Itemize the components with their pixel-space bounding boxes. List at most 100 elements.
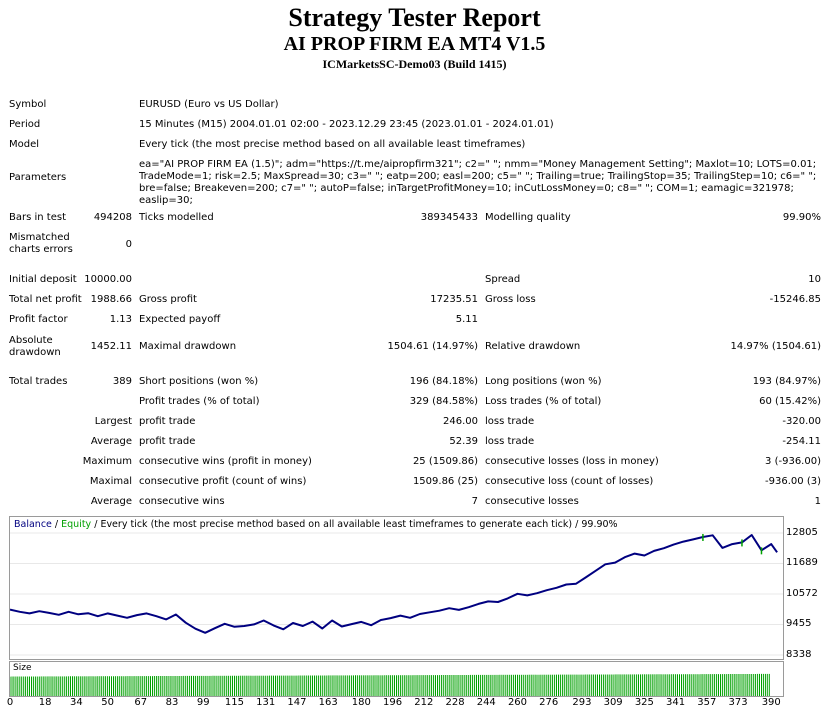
x-tick-label: 99 xyxy=(196,697,210,708)
symbol-label: Symbol xyxy=(9,99,47,110)
profit-trades-value: 329 (84.58%) xyxy=(409,396,478,407)
loss-trades-value: 60 (15.42%) xyxy=(759,396,821,407)
model-label: Model xyxy=(9,139,40,150)
long-positions-value: 193 (84.97%) xyxy=(752,376,821,387)
largest-profit-label: profit trade xyxy=(139,416,196,427)
total-trades-value: 389 xyxy=(112,376,132,387)
initial-deposit-label: Initial deposit xyxy=(9,274,77,285)
maximal-consecutive-profit-value: 1509.86 (25) xyxy=(412,476,478,487)
avg-consecutive-losses-label: consecutive losses xyxy=(485,496,579,507)
expected-payoff-value: 5.11 xyxy=(455,314,478,325)
report-title: Strategy Tester Report xyxy=(288,3,541,32)
x-tick-label: 244 xyxy=(476,697,496,708)
legend-balance: Balance xyxy=(14,519,52,530)
bars-value: 494208 xyxy=(93,212,132,223)
total-trades-label: Total trades xyxy=(9,376,68,387)
gross-profit-label: Gross profit xyxy=(139,294,197,305)
x-tick-label: 18 xyxy=(38,697,52,708)
ticks-value: 389345433 xyxy=(420,212,478,223)
ticks-label: Ticks modelled xyxy=(139,212,214,223)
maximum-label: Maximum xyxy=(82,456,132,467)
size-label: Size xyxy=(13,663,32,673)
x-tick-label: 260 xyxy=(507,697,528,708)
average-loss-label: loss trade xyxy=(485,436,535,447)
parameters-label: Parameters xyxy=(9,172,67,183)
maximal-consecutive-loss-value: -936.00 (3) xyxy=(765,476,821,487)
avg-consecutive-losses-value: 1 xyxy=(814,496,821,507)
net-profit-value: 1988.66 xyxy=(90,294,132,305)
period-label: Period xyxy=(9,119,41,130)
x-tick-label: 0 xyxy=(6,697,14,708)
x-tick-label: 196 xyxy=(383,697,403,708)
y-tick-label: 8338 xyxy=(786,649,812,660)
x-tick-label: 390 xyxy=(761,697,781,708)
period-value: 15 Minutes (M15) 2004.01.01 02:00 - 2023… xyxy=(139,119,554,130)
x-tick-label: 293 xyxy=(572,697,592,708)
relative-drawdown-label: Relative drawdown xyxy=(485,341,581,352)
chart-title: Balance / Equity / Every tick (the most … xyxy=(14,519,618,530)
gross-profit-value: 17235.51 xyxy=(430,294,478,305)
mismatched-label: Mismatched charts errors xyxy=(9,232,73,255)
balance-chart: Balance / Equity / Every tick (the most … xyxy=(9,516,784,660)
short-positions-value: 196 (84.18%) xyxy=(409,376,478,387)
chart-method: Every tick (the most precise method base… xyxy=(100,519,573,530)
x-tick-label: 34 xyxy=(69,697,83,708)
maximal-label: Maximal xyxy=(89,476,132,487)
avg-consecutive-wins-value: 7 xyxy=(471,496,478,507)
max-consecutive-losses-label: consecutive losses (loss in money) xyxy=(485,456,659,467)
x-tick-label: 180 xyxy=(351,697,371,708)
x-tick-label: 341 xyxy=(666,697,686,708)
max-consecutive-wins-value: 25 (1509.86) xyxy=(412,456,478,467)
x-tick-label: 83 xyxy=(165,697,179,708)
symbol-value: EURUSD (Euro vs US Dollar) xyxy=(139,99,279,110)
balance-series-line xyxy=(10,534,778,634)
profit-trades-label: Profit trades (% of total) xyxy=(139,396,260,407)
x-tick-label: 276 xyxy=(539,697,559,708)
avg-consecutive-wins-label: consecutive wins xyxy=(139,496,225,507)
maximal-consecutive-loss-label: consecutive loss (count of losses) xyxy=(485,476,654,487)
avg-consecutive-label: Average xyxy=(90,496,132,507)
ea-name: AI PROP FIRM EA MT4 V1.5 xyxy=(283,33,546,55)
largest-loss-value: -320.00 xyxy=(782,416,821,427)
spread-label: Spread xyxy=(485,274,521,285)
largest-label: Largest xyxy=(94,416,132,427)
x-tick-label: 325 xyxy=(634,697,654,708)
profit-factor-label: Profit factor xyxy=(9,314,68,325)
maximal-drawdown-label: Maximal drawdown xyxy=(139,341,237,352)
maximal-consecutive-profit-label: consecutive profit (count of wins) xyxy=(139,476,307,487)
profit-factor-value: 1.13 xyxy=(109,314,132,325)
y-tick-label: 9455 xyxy=(786,618,812,630)
x-tick-label: 309 xyxy=(603,697,623,708)
model-value: Every tick (the most precise method base… xyxy=(139,139,526,150)
bars-label: Bars in test xyxy=(9,212,66,223)
maximal-drawdown-value: 1504.61 (14.97%) xyxy=(387,341,478,352)
max-consecutive-losses-value: 3 (-936.00) xyxy=(765,456,821,467)
initial-deposit-value: 10000.00 xyxy=(84,274,132,285)
average-profit-value: 52.39 xyxy=(449,436,478,447)
y-tick-label: 10572 xyxy=(786,587,818,599)
gross-loss-value: -15246.85 xyxy=(769,294,821,305)
x-tick-label: 131 xyxy=(256,697,276,708)
gross-loss-label: Gross loss xyxy=(485,294,536,305)
legend-equity: Equity xyxy=(61,519,92,530)
x-tick-label: 50 xyxy=(101,697,114,708)
size-chart-svg xyxy=(10,673,770,696)
y-tick-label: 12805 xyxy=(786,527,818,538)
x-tick-label: 147 xyxy=(287,697,307,708)
quality-label: Modelling quality xyxy=(485,212,571,223)
x-tick-label: 67 xyxy=(134,697,148,708)
max-consecutive-wins-label: consecutive wins (profit in money) xyxy=(139,456,312,467)
x-tick-label: 115 xyxy=(224,697,244,708)
average-label: Average xyxy=(90,436,132,447)
x-tick-label: 357 xyxy=(697,697,717,708)
chart-quality: 99.90% xyxy=(581,519,618,530)
net-profit-label: Total net profit xyxy=(9,294,82,305)
long-positions-label: Long positions (won %) xyxy=(485,376,602,387)
quality-value: 99.90% xyxy=(782,212,821,223)
size-chart: Size xyxy=(9,661,784,697)
y-tick-label: 11689 xyxy=(786,557,818,569)
loss-trades-label: Loss trades (% of total) xyxy=(485,396,602,407)
largest-loss-label: loss trade xyxy=(485,416,535,427)
absolute-drawdown-value: 1452.11 xyxy=(90,341,132,352)
expected-payoff-label: Expected payoff xyxy=(139,314,221,325)
